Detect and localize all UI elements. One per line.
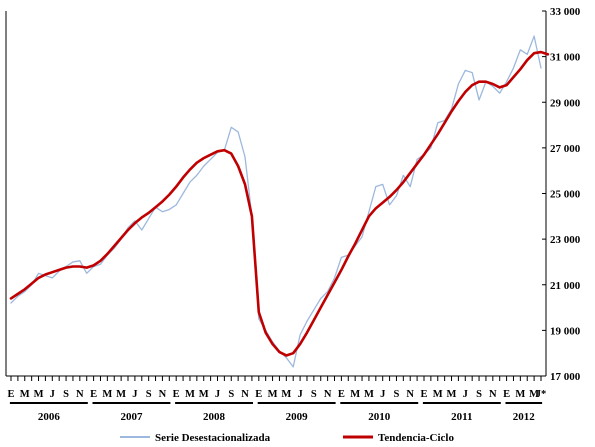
year-label: 2012 <box>513 411 536 423</box>
month-label: M <box>350 389 360 400</box>
series-line-tendencia-ciclo <box>9 50 550 357</box>
month-label: M <box>34 389 44 400</box>
y-tick-label: 23 000 <box>550 234 581 246</box>
month-label: J* <box>536 389 547 400</box>
month-label: E <box>90 389 97 400</box>
year-labels: 2006 2007 2008 2009 2010 2011 2012 <box>9 402 543 423</box>
legend-label-serie-desestacionalizada: Serie Desestacionalizada <box>155 432 271 444</box>
month-label: S <box>228 389 234 400</box>
month-label: N <box>406 389 414 400</box>
x-axis-ticks <box>10 376 542 381</box>
month-label: N <box>324 389 332 400</box>
month-label: M <box>116 389 126 400</box>
month-label: J <box>132 389 137 400</box>
month-label: J <box>50 389 55 400</box>
month-label: S <box>476 389 482 400</box>
legend: Serie Desestacionalizada Tendencia-Ciclo <box>120 432 454 444</box>
month-label: M <box>529 389 539 400</box>
y-tick-label: 27 000 <box>550 143 581 155</box>
month-label: E <box>7 389 14 400</box>
y-tick-label: 19 000 <box>550 325 581 337</box>
year-label: 2008 <box>203 411 226 423</box>
series-line-serie-desestacionalizada <box>10 35 542 368</box>
year-label: 2011 <box>451 411 472 423</box>
month-label: E <box>420 389 427 400</box>
plot-area <box>5 11 547 377</box>
month-label: S <box>394 389 400 400</box>
month-label: M <box>199 389 209 400</box>
month-label: J <box>297 389 302 400</box>
year-label: 2006 <box>38 411 61 423</box>
y-tick-label: 25 000 <box>550 189 581 201</box>
month-label: S <box>63 389 69 400</box>
month-label: M <box>447 389 457 400</box>
legend-item-series-0: Serie Desestacionalizada <box>120 432 271 444</box>
month-label: E <box>255 389 262 400</box>
month-labels: E M M J S N E M M J S N E M M J S N E M M J S N E M M J S N E M M J S N E M MJ… <box>7 389 546 400</box>
y-tick-label: 33 000 <box>550 6 581 18</box>
year-label: 2007 <box>120 411 143 423</box>
month-label: J <box>380 389 385 400</box>
y-axis-ticks: 17 000 19 000 21 000 23 000 25 000 27 000 29 0… <box>542 6 581 383</box>
month-label: J <box>215 389 220 400</box>
month-label: M <box>515 389 525 400</box>
month-label: M <box>102 389 112 400</box>
month-label: E <box>338 389 345 400</box>
month-label: N <box>76 389 84 400</box>
month-label: M <box>433 389 443 400</box>
y-tick-label: 21 000 <box>550 280 581 292</box>
legend-label-tendencia-ciclo: Tendencia-Ciclo <box>378 432 454 444</box>
month-label: N <box>241 389 249 400</box>
month-label: E <box>173 389 180 400</box>
month-label: J <box>463 389 468 400</box>
month-label: M <box>20 389 30 400</box>
month-label: E <box>503 389 510 400</box>
month-label: M <box>281 389 291 400</box>
month-label: M <box>268 389 278 400</box>
month-label: M <box>364 389 374 400</box>
month-label: N <box>159 389 167 400</box>
legend-item-series-1: Tendencia-Ciclo <box>343 432 454 444</box>
year-label: 2010 <box>368 411 391 423</box>
y-tick-label: 29 000 <box>550 97 581 109</box>
y-tick-label: 31 000 <box>550 52 581 64</box>
series-lines <box>9 35 550 368</box>
year-label: 2009 <box>286 411 309 423</box>
month-label: S <box>311 389 317 400</box>
month-label: S <box>146 389 152 400</box>
month-label: N <box>489 389 497 400</box>
y-tick-label: 17 000 <box>550 371 581 383</box>
month-label: M <box>185 389 195 400</box>
